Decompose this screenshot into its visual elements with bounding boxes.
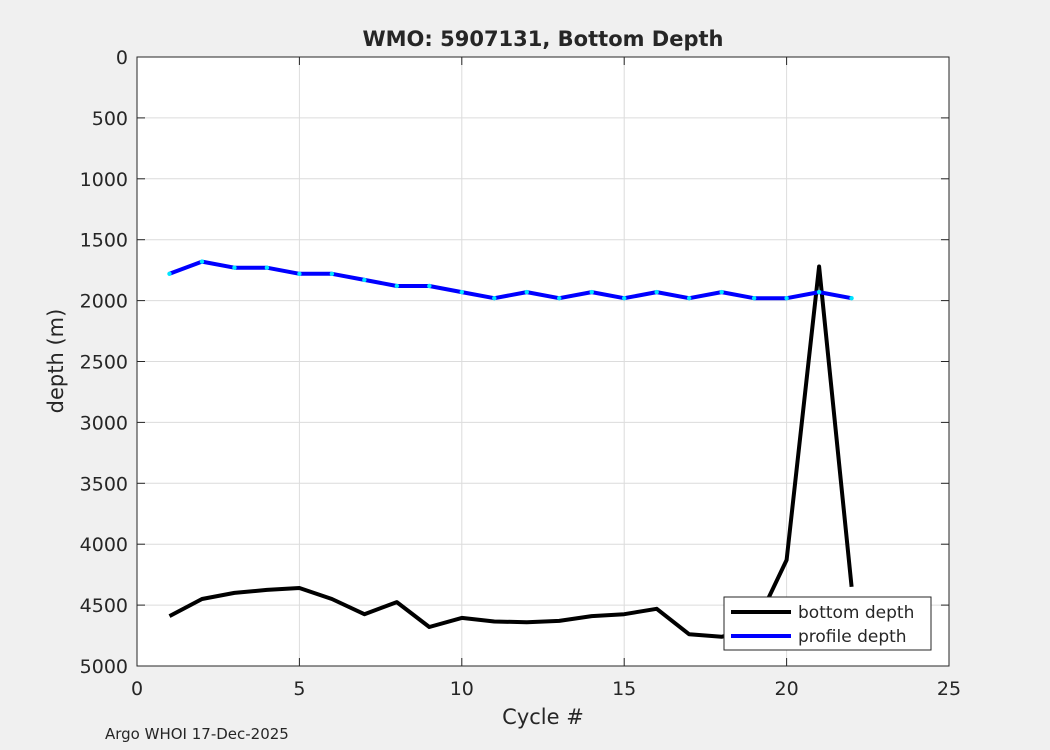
y-tick-label: 3000 [80, 412, 128, 434]
x-tick-label: 25 [937, 678, 961, 700]
y-tick-label: 0 [116, 47, 128, 69]
data-point-profile-depth [492, 295, 497, 301]
y-tick-label: 2500 [80, 352, 128, 374]
data-point-profile-depth [264, 265, 270, 270]
footer-note: Argo WHOI 17-Dec-2025 [105, 725, 289, 743]
data-point-profile-depth [362, 277, 367, 283]
data-point-profile-depth [622, 295, 627, 301]
y-tick-label: 2000 [80, 291, 128, 313]
x-tick-label: 20 [775, 678, 799, 700]
data-point-profile-depth [199, 259, 205, 264]
data-point-profile-depth [524, 289, 529, 295]
legend-label-profile-depth: profile depth [798, 627, 907, 647]
legend-label-bottom-depth: bottom depth [798, 603, 914, 623]
data-point-profile-depth [589, 289, 594, 295]
data-point-profile-depth [686, 295, 692, 301]
y-tick-label: 500 [92, 108, 128, 130]
x-tick-label: 10 [450, 678, 474, 700]
x-tick-label: 0 [131, 678, 143, 700]
y-tick-label: 5000 [80, 656, 128, 678]
data-point-profile-depth [654, 289, 659, 295]
legend: bottom depth profile depth [723, 596, 932, 651]
y-axis-label: depth (m) [44, 309, 68, 414]
data-point-profile-depth [849, 295, 854, 301]
data-point-profile-depth [557, 295, 562, 301]
y-tick-label: 4500 [80, 595, 128, 617]
chart-title: WMO: 5907131, Bottom Depth [362, 27, 723, 51]
tick-labels: 0 5 10 15 20 25 0 500 1000 1500 2000 2500 3000 3500 40… [80, 47, 961, 700]
data-point-profile-depth [329, 271, 335, 277]
y-tick-label: 1500 [80, 230, 128, 252]
y-tick-label: 3500 [80, 473, 128, 495]
data-point-profile-depth [297, 271, 302, 277]
series-line-profile-depth [168, 259, 852, 301]
data-point-profile-depth [167, 271, 172, 277]
y-tick-label: 4000 [80, 534, 128, 556]
x-tick-label: 15 [612, 678, 636, 700]
x-tick-label: 5 [293, 678, 305, 700]
data-point-profile-depth [394, 283, 400, 289]
data-point-profile-depth [427, 283, 432, 289]
legend-box [723, 596, 932, 651]
data-point-profile-depth [719, 289, 724, 295]
y-tick-label: 1000 [80, 169, 128, 191]
x-axis-label: Cycle # [502, 705, 584, 729]
data-point-profile-depth [816, 289, 822, 295]
data-point-profile-depth [459, 289, 464, 295]
axes-frame [136, 56, 950, 667]
data-point-profile-depth [232, 265, 237, 270]
data-point-profile-depth [751, 295, 757, 301]
data-point-profile-depth [784, 295, 789, 301]
